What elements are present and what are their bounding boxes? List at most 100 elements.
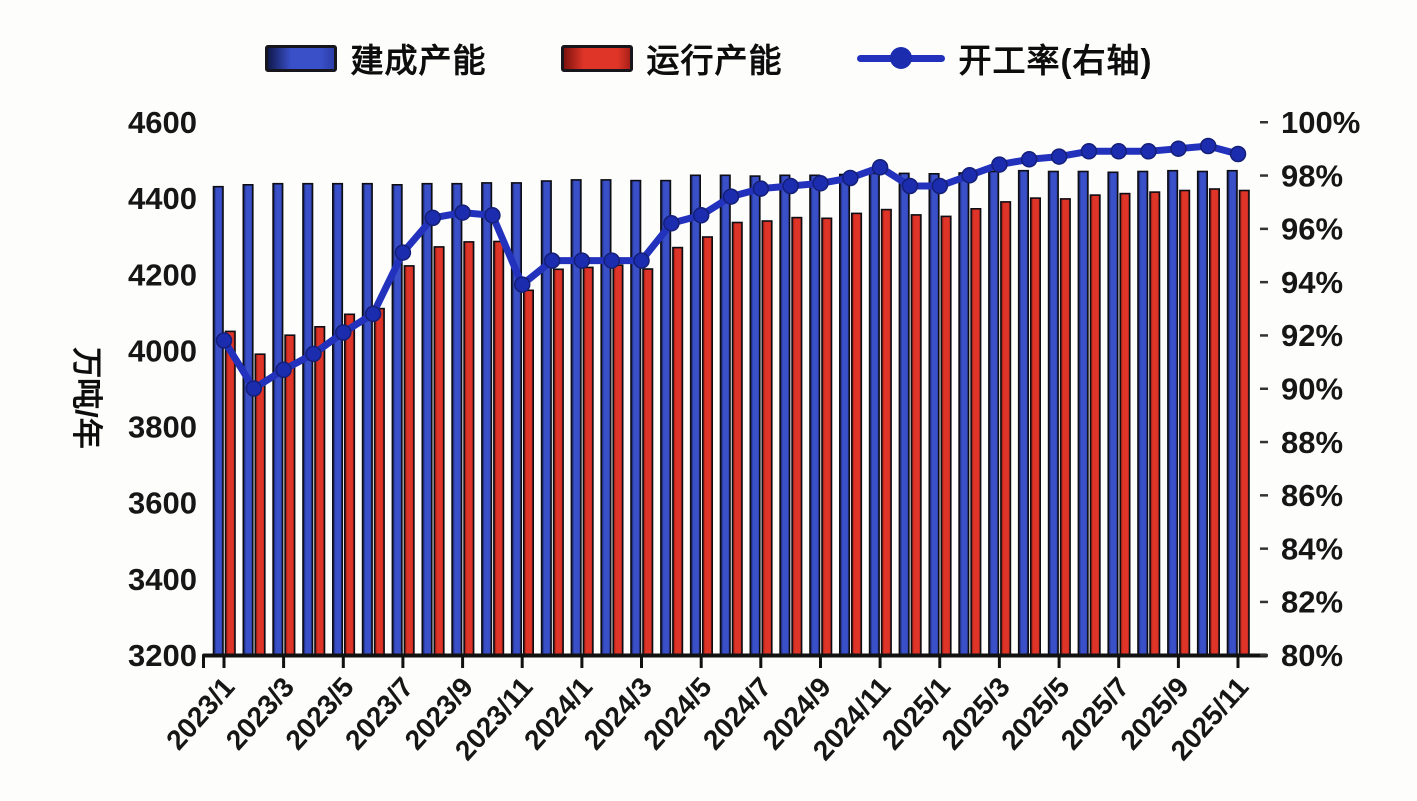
bar-built-2025/10 — [1196, 170, 1208, 656]
legend-item-operating-capacity: 运行产能 — [560, 34, 783, 82]
bar-built-2024/11 — [868, 172, 880, 656]
right-axis-tick — [1260, 494, 1268, 497]
operating-rate-point-2023/9 — [454, 204, 471, 221]
right-axis-tick — [1260, 387, 1268, 390]
x-axis-tick — [997, 655, 1001, 668]
operating-rate-point-2025/11 — [1229, 145, 1247, 163]
x-axis-tick — [580, 655, 584, 668]
x-axis-tick — [282, 655, 286, 668]
legend-label-operating-capacity: 运行产能 — [646, 42, 783, 79]
x-axis-tick — [938, 655, 942, 668]
bar-operating-2024/10 — [850, 212, 863, 656]
operating-rate-point-2025/9 — [1170, 140, 1187, 157]
x-axis-tick — [640, 655, 643, 668]
left-axis-title: 万吨/年 — [69, 347, 104, 449]
right-axis-tick — [1260, 121, 1268, 124]
bar-operating-2023/9 — [463, 241, 475, 656]
operating-rate-point-2025/4 — [1020, 151, 1038, 168]
bar-operating-2024/2 — [612, 264, 624, 656]
left-axis-tick-label: 4000 — [128, 333, 197, 368]
bar-operating-2025/4 — [1029, 197, 1041, 656]
bar-built-2023/8 — [421, 182, 433, 656]
operating-rate-point-2023/5 — [335, 324, 352, 341]
operating-rate-point-2023/7 — [394, 244, 412, 261]
bar-built-2023/12 — [540, 180, 552, 656]
operating-rate-point-2024/11 — [871, 159, 889, 176]
operating-rate-point-2025/3 — [991, 156, 1008, 173]
operating-rate-point-2024/5 — [692, 207, 710, 224]
left-axis-tick-label: 4400 — [128, 181, 197, 216]
left-axis-tick-label: 3600 — [128, 486, 197, 521]
operating-rate-point-2024/2 — [603, 252, 620, 269]
bar-operating-2024/12 — [910, 214, 922, 656]
operating-rate-point-2025/2 — [961, 167, 978, 184]
legend-item-operating-rate: 开工率(右轴) — [856, 34, 1153, 82]
bar-operating-2025/11 — [1238, 189, 1250, 656]
bar-built-2023/3 — [272, 182, 284, 656]
bar-operating-2024/7 — [761, 220, 773, 656]
x-axis-tick — [1236, 655, 1240, 668]
operating-rate-point-2024/4 — [663, 215, 680, 232]
right-axis-tick-label: 100% — [1281, 105, 1360, 140]
right-axis-tick-label: 80% — [1281, 638, 1343, 673]
right-axis-tick — [1260, 280, 1268, 284]
bar-operating-2023/6 — [373, 307, 385, 656]
operating-rate-point-2024/9 — [812, 175, 829, 192]
operating-rate-point-2023/10 — [484, 207, 501, 224]
bar-operating-2024/9 — [821, 217, 833, 656]
bar-built-2024/1 — [570, 179, 582, 656]
x-axis-tick — [1176, 655, 1180, 668]
bar-built-2024/3 — [630, 179, 642, 656]
bar-operating-2025/3 — [1000, 201, 1012, 656]
bar-built-2023/6 — [361, 182, 373, 656]
left-axis-tick-label: 4200 — [128, 257, 197, 292]
right-axis-tick — [1260, 440, 1268, 444]
right-axis-tick-label: 92% — [1281, 318, 1343, 353]
operating-rate-point-2023/2 — [245, 380, 263, 397]
right-axis-tick-label: 90% — [1281, 372, 1343, 407]
x-axis-line — [202, 653, 1268, 658]
bar-built-2025/6 — [1077, 170, 1089, 656]
bar-operating-2025/5 — [1059, 198, 1071, 656]
bar-built-2025/4 — [1017, 169, 1030, 656]
x-axis-tick — [341, 655, 345, 668]
bar-operating-2025/9 — [1179, 189, 1191, 656]
bar-built-2023/5 — [331, 182, 344, 656]
bar-built-2024/8 — [779, 174, 791, 656]
x-axis-tick — [1117, 655, 1121, 668]
right-axis-tick — [1260, 600, 1268, 604]
operating-rate-point-2025/6 — [1080, 143, 1098, 160]
x-axis-tick — [699, 655, 703, 668]
operating-rate-point-2024/6 — [722, 188, 740, 205]
x-axis-tick — [401, 655, 405, 668]
operating-rate-point-2023/11 — [513, 276, 531, 293]
bar-operating-2023/1 — [224, 330, 236, 656]
bar-operating-2023/3 — [284, 334, 296, 656]
operating-rate-point-2023/1 — [215, 332, 233, 349]
operating-rate-point-2023/3 — [275, 361, 292, 379]
right-axis-tick-label: 88% — [1281, 425, 1343, 460]
operating-rate-point-2023/6 — [364, 305, 382, 323]
legend-label-built-capacity: 建成产能 — [350, 42, 487, 79]
operating-capacity-swatch-icon — [560, 44, 633, 72]
operating-rate-point-2024/12 — [901, 177, 919, 195]
bar-built-2025/9 — [1167, 169, 1179, 656]
bar-built-2024/4 — [660, 179, 672, 656]
bar-operating-2023/5 — [343, 313, 356, 656]
right-axis-tick-label: 96% — [1281, 212, 1343, 247]
bar-built-2023/10 — [481, 182, 493, 656]
right-axis-tick — [1260, 227, 1268, 231]
left-axis-tick-label: 3400 — [128, 562, 197, 597]
right-axis-tick — [1260, 654, 1268, 657]
x-axis-tick — [819, 655, 822, 668]
operating-rate-point-2023/12 — [543, 252, 561, 269]
right-axis-tick-label: 82% — [1281, 585, 1343, 620]
x-axis-tick — [878, 655, 882, 668]
right-axis-tick-label: 86% — [1281, 478, 1343, 513]
bar-operating-2024/6 — [731, 221, 743, 656]
x-axis-tick — [759, 655, 763, 668]
x-axis-tick — [1057, 655, 1061, 668]
bar-operating-2024/1 — [582, 266, 594, 656]
